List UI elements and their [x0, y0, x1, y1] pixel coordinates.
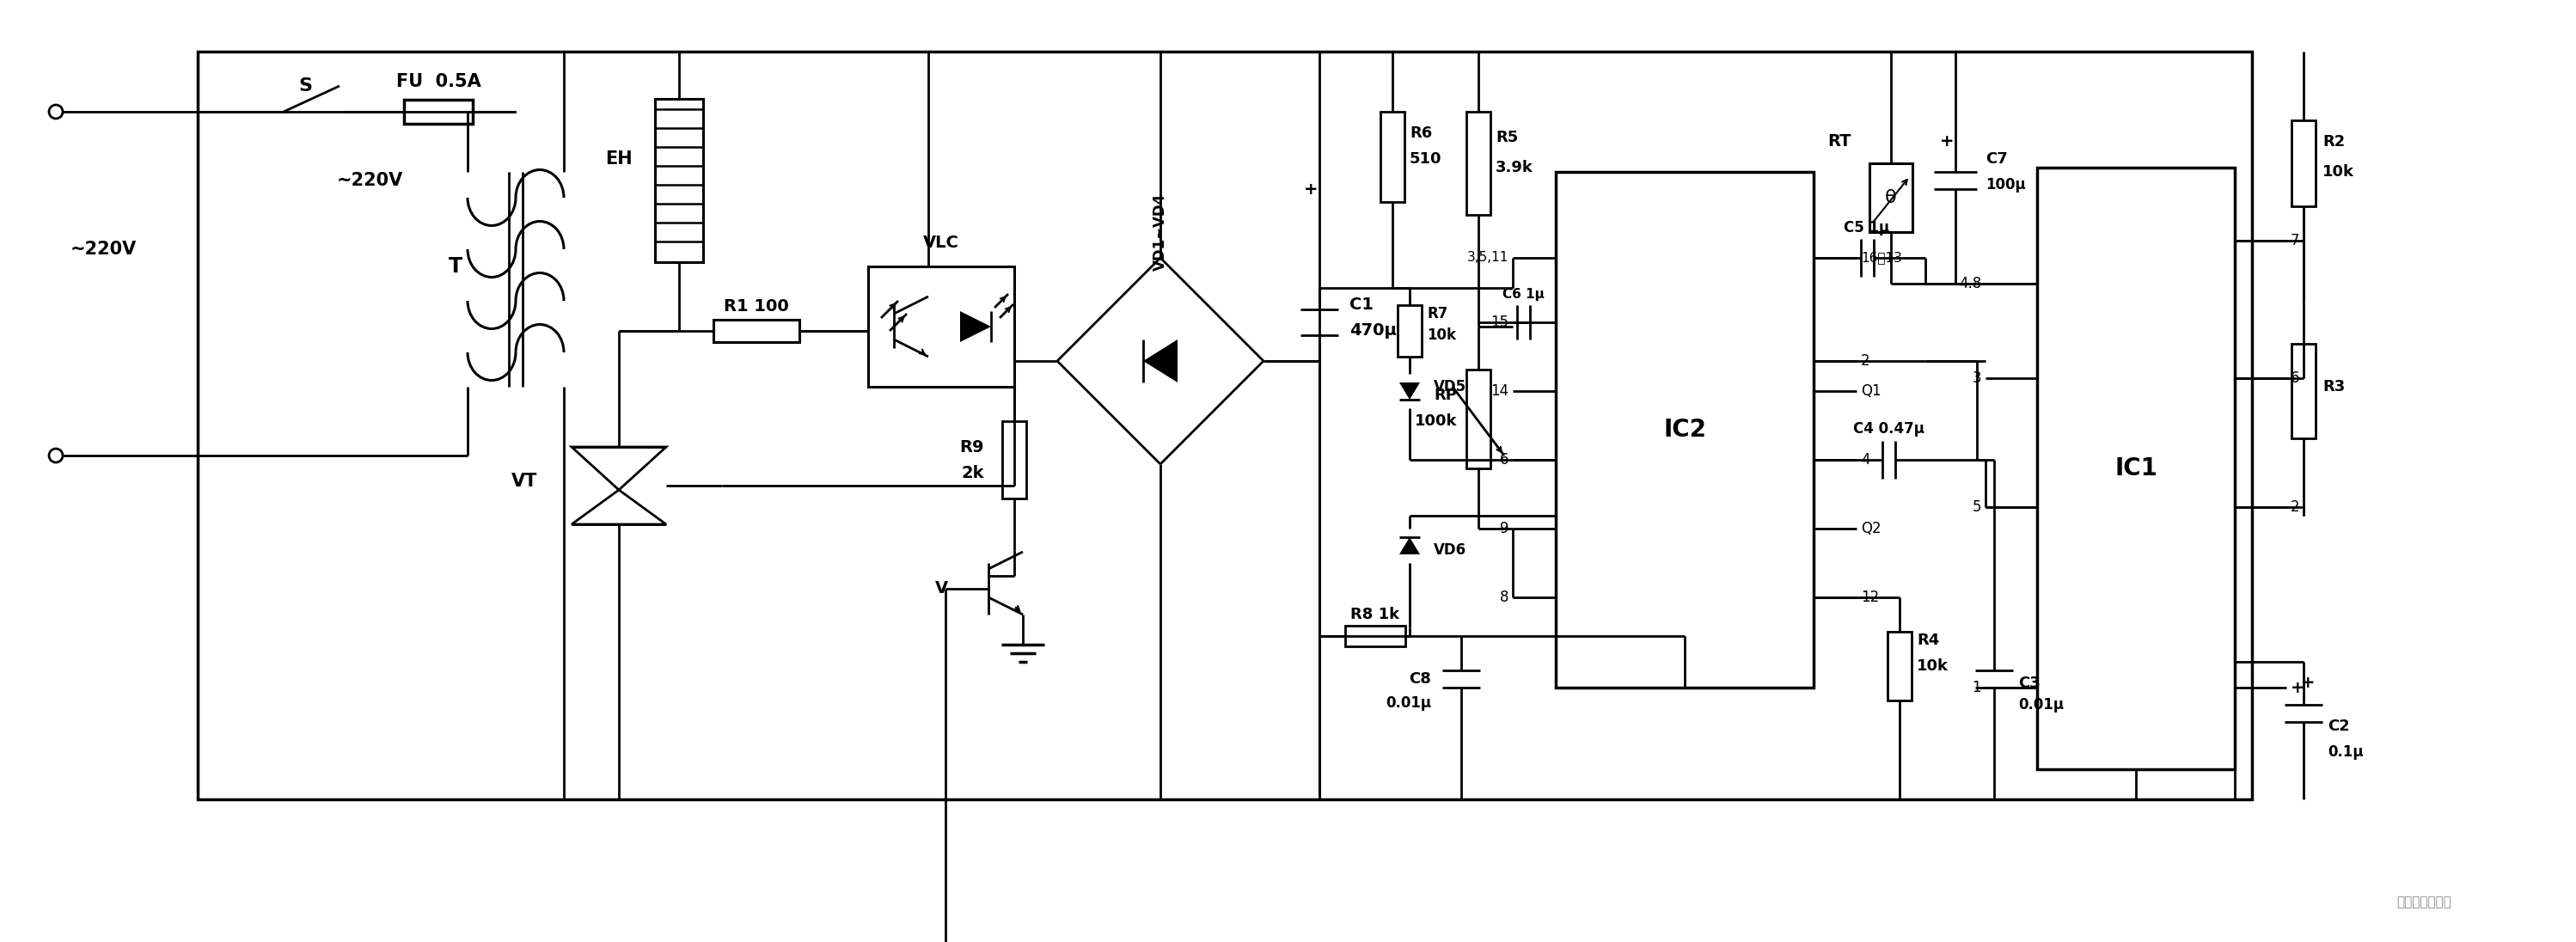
Polygon shape: [1399, 537, 1419, 555]
Text: 维库电子市场网: 维库电子市场网: [2396, 896, 2452, 909]
Text: R5: R5: [1497, 130, 1517, 145]
Bar: [2293, 344, 2316, 438]
Text: R9: R9: [961, 439, 984, 455]
Text: +: +: [2300, 675, 2316, 691]
Text: VD1~VD4: VD1~VD4: [1151, 193, 1167, 271]
Text: C2: C2: [2329, 719, 2349, 734]
Text: 470μ: 470μ: [1350, 323, 1396, 339]
Text: 510: 510: [1409, 152, 1443, 167]
Polygon shape: [1144, 339, 1177, 382]
Bar: [1888, 632, 1911, 701]
Text: V: V: [935, 580, 948, 597]
Text: +: +: [1303, 181, 1319, 197]
Circle shape: [49, 105, 62, 119]
Text: 5: 5: [1973, 499, 1981, 515]
Text: VT: VT: [510, 473, 538, 490]
Text: 3,5,11: 3,5,11: [1466, 252, 1510, 265]
Text: ~220V: ~220V: [70, 240, 137, 258]
Text: VD5: VD5: [1435, 379, 1466, 395]
Text: 2: 2: [2290, 499, 2300, 515]
Text: C1: C1: [1350, 297, 1373, 314]
Text: 3: 3: [1973, 370, 1981, 386]
Text: Q2: Q2: [1860, 521, 1880, 536]
Text: 15: 15: [1492, 315, 1510, 330]
Text: 100k: 100k: [1414, 414, 1458, 429]
Text: FU  0.5A: FU 0.5A: [397, 73, 482, 90]
Text: VD6: VD6: [1435, 543, 1466, 558]
Text: R2: R2: [2324, 134, 2344, 150]
Text: 1: 1: [1973, 680, 1981, 695]
Text: RT: RT: [1826, 134, 1852, 150]
Text: 2: 2: [1860, 353, 1870, 368]
Text: R8 1k: R8 1k: [1350, 607, 1399, 623]
Text: 3.9k: 3.9k: [1497, 160, 1533, 175]
Polygon shape: [1399, 382, 1419, 399]
Text: 12: 12: [1860, 590, 1878, 605]
Text: 8: 8: [1499, 590, 1510, 605]
Text: 9: 9: [1499, 521, 1510, 536]
Text: Q1: Q1: [1860, 383, 1880, 398]
Text: RP: RP: [1435, 387, 1458, 403]
Text: 10k: 10k: [1917, 658, 1947, 674]
Text: C6 1μ: C6 1μ: [1502, 288, 1543, 301]
Bar: [1399, 305, 1422, 357]
Text: T: T: [448, 256, 464, 277]
Bar: [2293, 121, 2316, 206]
Bar: [1002, 421, 1025, 498]
Circle shape: [49, 448, 62, 463]
Text: 0.1μ: 0.1μ: [2329, 744, 2362, 760]
Bar: [1381, 112, 1404, 202]
Polygon shape: [961, 311, 992, 342]
Text: IC2: IC2: [1664, 417, 1705, 442]
Text: R6: R6: [1409, 125, 1432, 141]
Text: 100μ: 100μ: [1986, 177, 2025, 192]
Text: R3: R3: [2324, 379, 2344, 395]
Text: R7: R7: [1427, 306, 1448, 321]
Text: VLC: VLC: [922, 235, 958, 251]
Text: S: S: [299, 77, 312, 94]
Bar: [1345, 625, 1406, 646]
Bar: [404, 100, 474, 123]
Text: +: +: [1940, 134, 1955, 150]
Text: 7: 7: [2290, 233, 2300, 249]
Text: 6: 6: [2290, 370, 2300, 386]
Bar: [1466, 369, 1492, 468]
Bar: [868, 267, 1015, 387]
Text: 14: 14: [1492, 383, 1510, 398]
Text: C4 0.47μ: C4 0.47μ: [1852, 421, 1924, 437]
Text: EH: EH: [605, 151, 634, 168]
Bar: [1556, 171, 1814, 688]
Text: 0.01μ: 0.01μ: [2017, 697, 2063, 712]
Bar: [714, 319, 799, 342]
Bar: [1466, 112, 1492, 215]
Bar: [654, 99, 703, 262]
Text: 4.8: 4.8: [1958, 276, 1981, 291]
Text: C5 1μ: C5 1μ: [1844, 220, 1891, 236]
Text: 16，13: 16，13: [1860, 252, 1901, 265]
Text: C8: C8: [1409, 672, 1432, 687]
Text: +: +: [2290, 679, 2306, 696]
Text: 2k: 2k: [961, 464, 984, 480]
Text: 6: 6: [1499, 452, 1510, 467]
Text: ~220V: ~220V: [337, 171, 402, 189]
Text: R1 100: R1 100: [724, 299, 788, 315]
Text: 10k: 10k: [2324, 164, 2354, 180]
Bar: [198, 52, 2251, 800]
Text: 4: 4: [1860, 452, 1870, 467]
Text: C7: C7: [1986, 152, 2007, 167]
Bar: [2038, 168, 2236, 770]
Text: θ: θ: [1886, 189, 1896, 206]
Text: C3: C3: [2017, 675, 2040, 691]
Text: 10k: 10k: [1427, 328, 1455, 343]
Text: IC1: IC1: [2115, 456, 2156, 480]
Text: 0.01μ: 0.01μ: [1386, 695, 1432, 711]
Text: R4: R4: [1917, 633, 1940, 648]
Bar: [1870, 163, 1911, 232]
